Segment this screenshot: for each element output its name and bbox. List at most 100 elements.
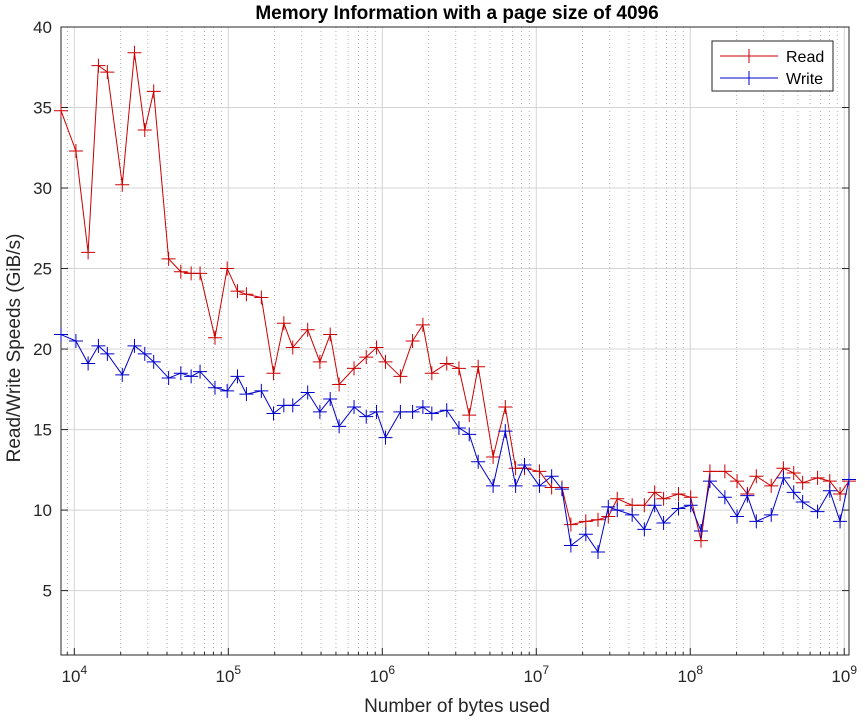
data-point-write <box>146 354 161 369</box>
data-point-read <box>266 366 281 381</box>
data-point-write <box>842 472 856 487</box>
data-point-read <box>786 466 801 481</box>
x-axis-label: Number of bytes used <box>364 696 550 717</box>
data-point-read <box>81 245 96 260</box>
y-tick-label: 10 <box>33 501 52 520</box>
y-tick-label: 25 <box>33 260 52 279</box>
data-point-read <box>486 449 501 464</box>
data-point-write <box>424 406 439 421</box>
y-tick-label: 30 <box>33 179 52 198</box>
data-point-write <box>610 503 625 518</box>
data-point-write <box>776 470 791 485</box>
axis-ticks: 104 105 106 107 108 109 5 10 15 20 25 30 35 40 <box>33 18 857 686</box>
data-point-read <box>127 45 142 60</box>
data-point-write <box>54 327 68 342</box>
data-point-read <box>498 400 513 415</box>
data-point-write <box>415 400 430 415</box>
data-point-read <box>137 123 152 138</box>
legend-label-write: Write <box>786 71 823 88</box>
data-point-write <box>717 490 732 505</box>
data-point-write <box>532 478 547 493</box>
data-point-read <box>833 486 848 501</box>
data-point-write <box>702 474 717 489</box>
data-point-write <box>378 430 393 445</box>
data-point-read <box>220 261 235 276</box>
data-point-read <box>369 340 384 355</box>
data-point-write <box>393 404 408 419</box>
data-point-read <box>115 177 130 192</box>
data-point-write <box>220 383 235 398</box>
data-point-read <box>359 350 374 365</box>
data-point-write <box>656 515 671 530</box>
data-point-read <box>656 491 671 506</box>
legend: Read Write <box>711 40 834 92</box>
data-point-read <box>347 361 362 376</box>
data-point-read <box>471 359 486 374</box>
data-point-write <box>207 380 222 395</box>
data-point-write <box>498 424 513 439</box>
data-point-read <box>173 264 188 279</box>
data-point-read <box>647 485 662 500</box>
data-point-write <box>254 383 269 398</box>
series-write <box>54 327 856 559</box>
data-point-write <box>332 419 347 434</box>
data-point-read <box>285 340 300 355</box>
data-point-write <box>173 366 188 381</box>
data-point-write <box>822 483 837 498</box>
data-point-write <box>127 338 142 353</box>
data-point-write <box>347 400 362 415</box>
data-point-write <box>91 338 106 353</box>
data-point-write <box>369 404 384 419</box>
data-point-write <box>554 482 569 497</box>
data-point-write <box>115 367 130 382</box>
data-point-read <box>193 266 208 281</box>
x-tick-label: 105 <box>216 663 242 686</box>
data-point-write <box>239 387 254 402</box>
data-point-write <box>471 454 486 469</box>
data-point-read <box>54 103 68 118</box>
data-point-read <box>439 356 454 371</box>
data-point-write <box>137 346 152 361</box>
y-axis-label: Read/Write Speeds (GiB/s) <box>4 234 25 463</box>
data-point-write <box>300 385 315 400</box>
y-tick-label: 5 <box>43 582 52 601</box>
data-point-write <box>563 538 578 553</box>
data-point-read <box>312 354 327 369</box>
data-point-write <box>508 478 523 493</box>
data-point-write <box>230 369 245 384</box>
data-point-write <box>544 469 559 484</box>
data-point-read <box>405 334 420 348</box>
data-point-write <box>637 522 652 537</box>
y-tick-label: 15 <box>33 421 52 440</box>
data-point-read <box>100 65 115 80</box>
data-point-read <box>563 517 578 532</box>
data-point-write <box>266 406 281 421</box>
data-point-read <box>451 361 466 376</box>
data-point-read <box>717 464 732 479</box>
data-point-read <box>68 143 83 158</box>
data-point-read <box>332 377 347 392</box>
data-point-write <box>625 507 640 522</box>
series-read <box>54 45 856 548</box>
data-point-write <box>81 356 96 371</box>
x-tick-label: 108 <box>677 663 703 686</box>
data-point-write <box>312 404 327 419</box>
data-point-read <box>146 84 161 99</box>
data-point-write <box>671 501 686 516</box>
data-point-read <box>161 251 176 266</box>
data-point-write <box>694 524 709 539</box>
legend-marker-read <box>742 49 756 63</box>
data-point-write <box>451 420 466 435</box>
data-point-read <box>230 284 245 299</box>
data-point-read <box>749 469 764 484</box>
data-point-write <box>405 404 420 419</box>
series-layer <box>54 45 856 559</box>
data-point-read <box>730 474 745 489</box>
data-point-read <box>462 408 477 423</box>
grid <box>61 26 849 655</box>
data-point-write <box>601 499 616 514</box>
data-point-write <box>193 364 208 379</box>
data-point-write <box>462 427 477 442</box>
